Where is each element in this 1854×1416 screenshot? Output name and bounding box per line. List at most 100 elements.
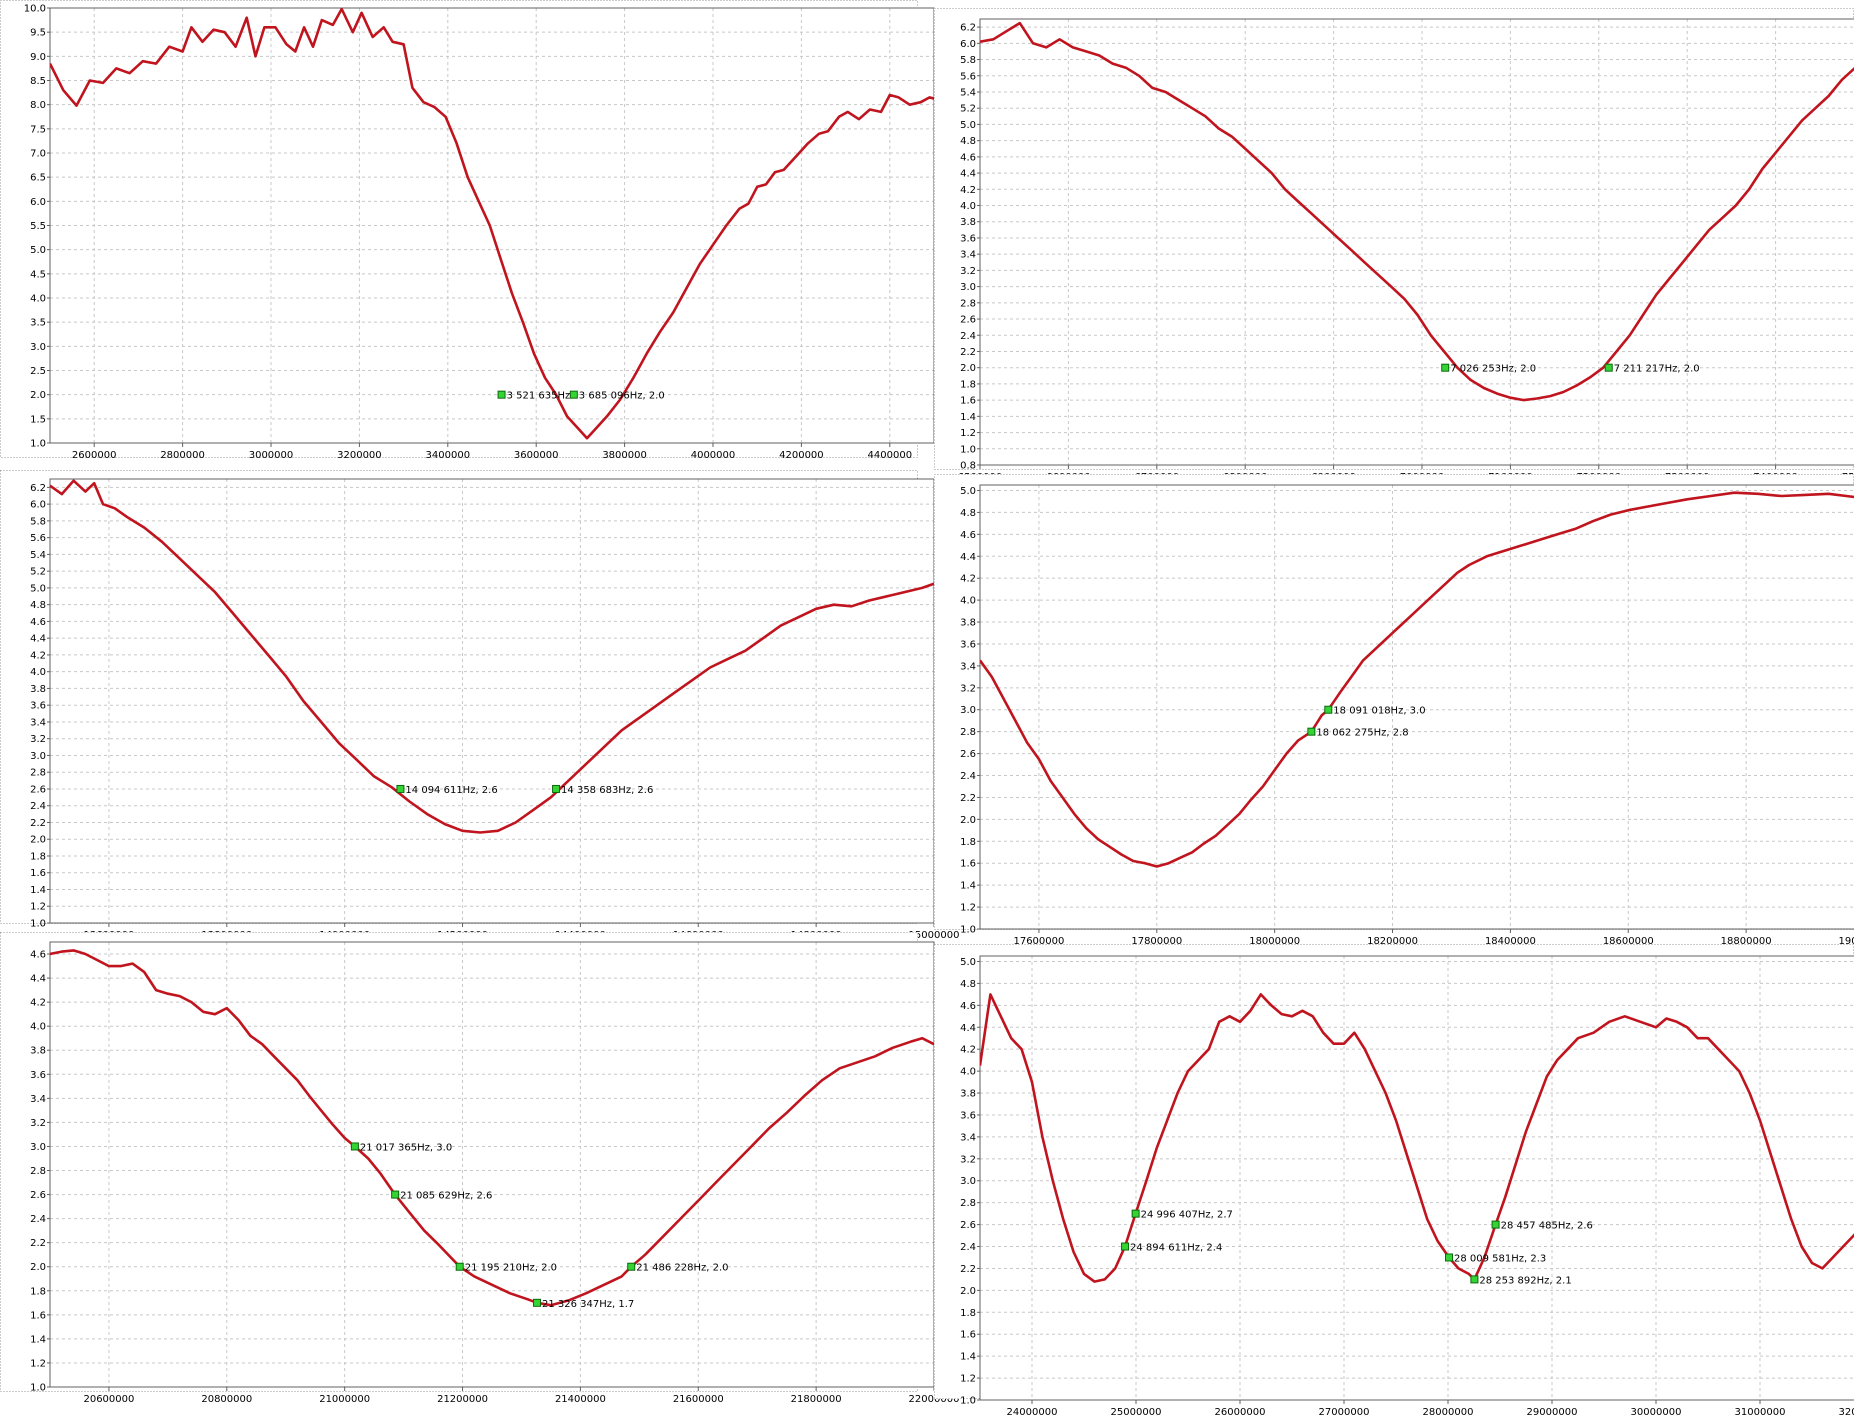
- chart-svg: 24000000 25000000 26000000 27000000 28000000…: [934, 944, 1854, 1416]
- y-tick-label: 5.4: [30, 550, 46, 561]
- y-tick-label: 3.0: [30, 1142, 46, 1153]
- y-tick-label: 4.5: [30, 269, 46, 280]
- y-tick-label: 2.6: [30, 784, 46, 795]
- chart-svg: 6500000660000067000006800000690000070000…: [934, 8, 1854, 483]
- x-tick-label: 4200000: [779, 450, 824, 461]
- frequency-marker[interactable]: [569, 390, 578, 399]
- y-tick-label: 5.8: [960, 55, 976, 66]
- marker-label: 7 211 217Hz, 2.0: [1614, 364, 1700, 375]
- y-tick-label: 2.0: [30, 390, 46, 401]
- x-tick-label: 18000000: [1249, 936, 1300, 947]
- plot-area: [50, 479, 934, 923]
- frequency-marker[interactable]: [455, 1262, 464, 1271]
- x-tick-label: 20800000: [201, 1394, 252, 1405]
- y-tick-label: 4.0: [30, 294, 46, 305]
- swr-curve-line: [50, 479, 934, 834]
- frequency-marker[interactable]: [1121, 1242, 1130, 1251]
- y-tick-label: 0.8: [960, 461, 976, 472]
- frequency-marker[interactable]: [552, 784, 561, 793]
- frequency-marker[interactable]: [1491, 1220, 1500, 1229]
- frequency-marker[interactable]: [391, 1190, 400, 1199]
- y-tick-label: 7.5: [30, 124, 46, 135]
- y-tick-label: 4.8: [960, 979, 976, 990]
- y-tick-label: 2.0: [960, 815, 976, 826]
- y-tick-label: 1.6: [30, 868, 46, 879]
- frequency-marker[interactable]: [350, 1142, 359, 1151]
- y-tick-label: 3.6: [960, 1110, 976, 1121]
- marker-label: 18 062 275Hz, 2.8: [1316, 728, 1408, 739]
- marker-label: 21 017 365Hz, 3.0: [360, 1142, 452, 1153]
- y-tick-label: 4.0: [30, 1022, 46, 1033]
- y-tick-label: 2.0: [30, 1262, 46, 1273]
- y-tick-label: 7.0: [30, 149, 46, 160]
- y-tick-label: 2.8: [960, 298, 976, 309]
- frequency-marker[interactable]: [532, 1298, 541, 1307]
- plot-frame: [979, 955, 1854, 1401]
- frequency-marker[interactable]: [497, 390, 506, 399]
- marker-label: 21 195 210Hz, 2.0: [465, 1263, 557, 1274]
- y-tick-label: 2.2: [960, 1264, 976, 1275]
- plot-area: [980, 19, 1854, 465]
- frequency-marker[interactable]: [1604, 363, 1613, 372]
- plot-area: [980, 485, 1854, 929]
- x-tick-label: 3200000: [337, 450, 382, 461]
- marker-label: 28 253 892Hz, 2.1: [1479, 1275, 1571, 1286]
- frequency-marker[interactable]: [1470, 1275, 1479, 1284]
- x-tick-label: 21800000: [791, 1394, 842, 1405]
- marker-label: 3 521 635Hz: [507, 391, 571, 402]
- y-tick-label: 4.8: [960, 136, 976, 147]
- y-tick-label: 1.0: [30, 1383, 46, 1394]
- y-tick-label: 3.0: [960, 1176, 976, 1187]
- y-tick-label: 3.0: [30, 751, 46, 762]
- x-tick-label: 28000000: [1423, 1407, 1474, 1416]
- y-tick-label: 5.0: [30, 245, 46, 256]
- y-tick-label: 1.8: [30, 851, 46, 862]
- chart-svg: 20600000 20800000 21000000 21200000 21400000…: [0, 932, 959, 1405]
- y-tick-label: 1.4: [960, 412, 976, 423]
- y-tick-label: 4.6: [960, 1001, 976, 1012]
- y-tick-label: 1.6: [960, 1330, 976, 1341]
- y-tick-label: 1.4: [960, 881, 976, 892]
- frequency-marker[interactable]: [1131, 1209, 1140, 1218]
- marker-label: 28 009 581Hz, 2.3: [1454, 1253, 1546, 1264]
- marker-label: 7 026 253Hz, 2.0: [1450, 364, 1536, 375]
- x-tick-label: 3000000: [249, 450, 294, 461]
- frequency-marker[interactable]: [396, 784, 405, 793]
- chart-panel-40m: 6500000660000067000006800000690000070000…: [934, 8, 1854, 483]
- marker-label: 21 085 629Hz, 2.6: [400, 1191, 492, 1202]
- x-tick-label: 21200000: [437, 1394, 488, 1405]
- y-tick-label: 2.8: [30, 768, 46, 779]
- chart-panel-15m: 20600000 20800000 21000000 21200000 21400000…: [0, 932, 959, 1405]
- chart-panel-20m: 1360000013800000140000001420000014400000…: [0, 470, 959, 941]
- x-tick-label: 4400000: [868, 450, 913, 461]
- y-tick-label: 4.2: [960, 574, 976, 585]
- frequency-marker[interactable]: [1307, 727, 1316, 736]
- y-tick-label: 1.8: [960, 837, 976, 848]
- frequency-marker[interactable]: [1441, 363, 1450, 372]
- y-tick-label: 4.2: [960, 1045, 976, 1056]
- x-tick-label: 18200000: [1367, 936, 1418, 947]
- y-tick-label: 2.6: [30, 1190, 46, 1201]
- y-tick-label: 1.2: [960, 903, 976, 914]
- y-tick-label: 4.8: [30, 600, 46, 611]
- frequency-marker[interactable]: [627, 1262, 636, 1271]
- y-tick-label: 4.6: [960, 530, 976, 541]
- y-tick-label: 5.0: [960, 120, 976, 131]
- chart-svg: 1360000013800000140000001420000014400000…: [0, 470, 959, 941]
- marker-label: 14 094 611Hz, 2.6: [405, 785, 497, 796]
- y-tick-label: 3.8: [960, 217, 976, 228]
- frequency-marker[interactable]: [1444, 1253, 1453, 1262]
- y-tick-label: 3.6: [30, 701, 46, 712]
- y-tick-label: 2.2: [960, 347, 976, 358]
- y-tick-label: 4.4: [960, 552, 976, 563]
- y-tick-label: 1.2: [960, 428, 976, 439]
- y-tick-label: 2.6: [960, 749, 976, 760]
- y-tick-label: 3.2: [960, 266, 976, 277]
- y-tick-label: 5.2: [960, 104, 976, 115]
- y-tick-label: 1.0: [960, 925, 976, 936]
- plot-area: [50, 8, 934, 443]
- frequency-marker[interactable]: [1324, 705, 1333, 714]
- y-tick-label: 2.8: [960, 727, 976, 738]
- x-tick-label: 18400000: [1485, 936, 1536, 947]
- y-tick-label: 3.8: [30, 1046, 46, 1057]
